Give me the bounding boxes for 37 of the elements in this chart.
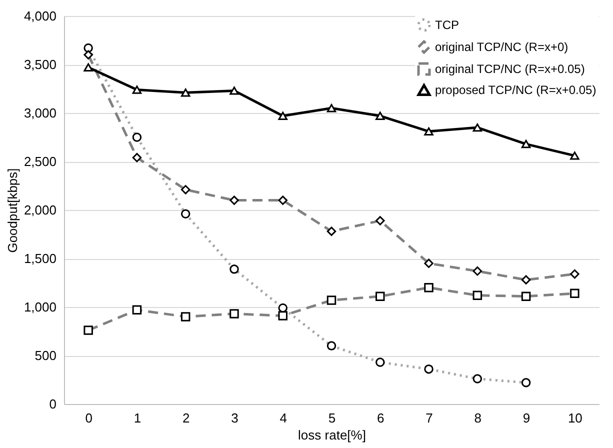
y-tick-label: 3,500 bbox=[24, 57, 56, 72]
x-tick-label: 0 bbox=[85, 410, 92, 426]
x-tick-label: 2 bbox=[182, 410, 190, 426]
point bbox=[84, 63, 93, 72]
y-tick-label: 3,000 bbox=[24, 106, 56, 120]
x-tick-label: 8 bbox=[474, 410, 482, 426]
y-tick-label: 1,000 bbox=[24, 300, 56, 314]
legend-label: proposed TCP/NC (R=x+0.05) bbox=[435, 83, 596, 97]
point bbox=[180, 88, 190, 97]
x-tick-label: 9 bbox=[522, 410, 530, 426]
point bbox=[230, 86, 239, 95]
x-tick-label: 10 bbox=[568, 410, 582, 426]
point bbox=[570, 152, 580, 160]
point bbox=[521, 140, 531, 148]
point bbox=[278, 112, 288, 120]
point bbox=[326, 104, 336, 112]
x-axis-title: loss rate[%] bbox=[298, 428, 366, 442]
y-tick-label: 4,000 bbox=[24, 8, 56, 24]
legend-label: original TCP/NC (R=x+0) bbox=[435, 40, 568, 54]
legend-label: TCP bbox=[435, 18, 459, 32]
x-tick-label: 1 bbox=[134, 410, 142, 426]
y-tick-label: 0 bbox=[49, 396, 56, 412]
point bbox=[472, 123, 482, 132]
x-tick-label: 5 bbox=[328, 410, 336, 426]
point bbox=[424, 127, 434, 136]
y-tick-label: 500 bbox=[34, 348, 56, 363]
legend-label: original TCP/NC (R=x+0.05) bbox=[435, 62, 585, 76]
y-tick-label: 2,000 bbox=[24, 202, 56, 218]
y-tick-label: 1,500 bbox=[24, 251, 56, 266]
x-tick-label: 4 bbox=[280, 410, 287, 426]
x-tick-label: 3 bbox=[231, 410, 238, 426]
y-tick-label: 2,500 bbox=[24, 154, 56, 169]
y-axis-title: Goodput[kbps] bbox=[4, 168, 20, 253]
point bbox=[376, 112, 385, 120]
point bbox=[132, 86, 142, 94]
x-tick-label: 6 bbox=[377, 410, 384, 426]
x-tick-label: 7 bbox=[426, 410, 433, 426]
